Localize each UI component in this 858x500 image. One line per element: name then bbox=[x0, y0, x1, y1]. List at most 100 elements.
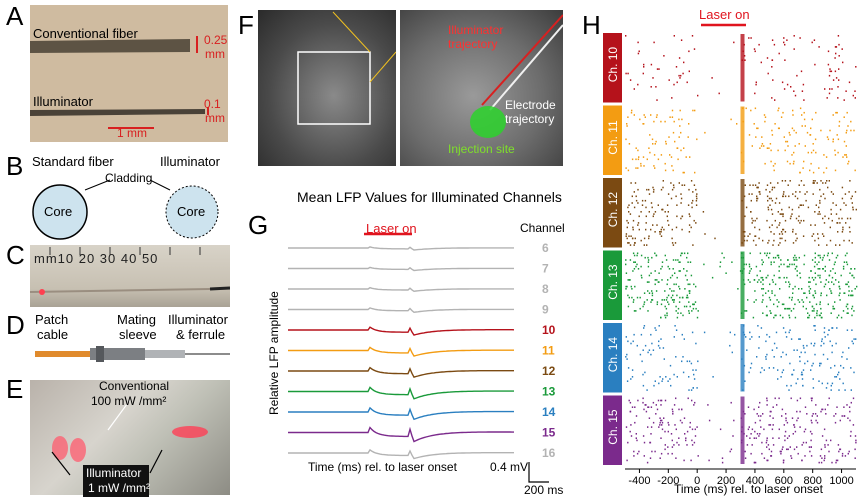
raster-channel-label: Ch. 12 bbox=[606, 192, 620, 228]
panel-letter-h: H bbox=[582, 10, 601, 40]
lfp-traces-chart: 6 7 8 9 10 11 12 13 14 15 16 bbox=[288, 232, 556, 483]
raster-channel-label: Ch. 11 bbox=[606, 120, 620, 155]
lfp-scale-voltage: 0.4 mV bbox=[490, 460, 529, 474]
ruler-photo bbox=[29, 245, 231, 307]
injection-site-blob bbox=[470, 106, 506, 138]
panel-letter-c: C bbox=[6, 240, 25, 270]
fiber-illustration bbox=[30, 5, 228, 142]
core-right-label: Core bbox=[177, 204, 206, 219]
raster-channel-label: Ch. 13 bbox=[606, 264, 620, 300]
illuminator-cross-label: Illuminator bbox=[160, 154, 220, 169]
lfp-channel-label-14: 14 bbox=[542, 405, 556, 419]
red-light-dot bbox=[39, 289, 45, 295]
scale-label: 1 mm bbox=[117, 126, 147, 140]
illuminator-power-label-1: Illuminator bbox=[86, 466, 142, 480]
illuminator-trajectory-label-1: Illuminator bbox=[448, 23, 504, 37]
raster-spikes-14 bbox=[625, 324, 857, 392]
raster-channel-label: Ch. 15 bbox=[606, 409, 620, 445]
mri-zoom-image bbox=[400, 10, 564, 166]
raster-x-axis-label: Time (ms) rel. to laser onset bbox=[674, 482, 823, 496]
fiber-diameter-unit: mm bbox=[205, 47, 225, 61]
illuminator-label: Illuminator bbox=[33, 94, 93, 109]
lfp-trace-ch12 bbox=[288, 366, 514, 379]
mating-label-1: Mating bbox=[117, 312, 157, 327]
raster-x-tick-label: 200 bbox=[717, 475, 735, 487]
lfp-channel-label-9: 9 bbox=[542, 303, 549, 317]
cladding-arrow-left bbox=[84, 179, 111, 191]
patch-label-2: cable bbox=[37, 327, 69, 342]
lfp-trace-ch10 bbox=[288, 326, 515, 336]
raster-x-tick-label: 0 bbox=[694, 475, 700, 487]
mating-label-2: sleeve bbox=[119, 327, 157, 342]
phantom-glow bbox=[51, 399, 208, 476]
lfp-trace-ch9 bbox=[288, 307, 514, 314]
illuminator-diameter-value: 0.1 bbox=[204, 97, 221, 111]
raster-spikes-11 bbox=[625, 106, 856, 174]
raster-laser-label: Laser on bbox=[699, 7, 750, 22]
illuminator-power-box bbox=[83, 465, 149, 497]
illuminator-trajectory-line bbox=[481, 14, 564, 106]
lfp-channel-label-12: 12 bbox=[542, 364, 556, 378]
conventional-power-label-1: Conventional bbox=[99, 379, 170, 393]
panel-letter-f: F bbox=[238, 10, 254, 40]
raster-x-tick-label: 400 bbox=[746, 475, 764, 487]
fiber-diameter-value: 0.25 bbox=[204, 33, 228, 47]
raster-spikes-13 bbox=[625, 251, 858, 319]
lfp-laser-label: Laser on bbox=[366, 221, 417, 236]
conventional-power-label-2: 100 mW /mm² bbox=[91, 394, 167, 408]
mri-overview-image bbox=[258, 10, 397, 166]
lfp-channel-label-16: 16 bbox=[542, 446, 556, 460]
lfp-trace-ch13 bbox=[288, 386, 514, 400]
standard-fiber-circle bbox=[32, 184, 88, 240]
standard-fiber-label: Standard fiber bbox=[32, 154, 114, 169]
raster-channel-label: Ch. 14 bbox=[606, 337, 620, 373]
ruler-graphic bbox=[29, 247, 231, 295]
conventional-fiber-label: Conventional fiber bbox=[33, 26, 138, 41]
zoom-box bbox=[297, 51, 371, 125]
raster-channel-tab bbox=[603, 323, 622, 393]
lfp-channel-label-6: 6 bbox=[542, 241, 549, 255]
illuminator-diameter-unit: mm bbox=[205, 111, 225, 125]
raster-chart: Ch. 10 Ch. 11 Ch. 12 Ch. 13 Ch. 14 Ch. 15 -40… bbox=[603, 23, 858, 487]
raster-spikes-15 bbox=[625, 396, 857, 464]
panel-letter-d: D bbox=[6, 310, 25, 340]
raster-x-tick-label: 1000 bbox=[829, 475, 853, 487]
raster-x-tick-label: 800 bbox=[804, 475, 822, 487]
lfp-trace-ch14 bbox=[288, 406, 514, 421]
lfp-trace-ch6 bbox=[288, 246, 514, 251]
connector-diagram bbox=[35, 346, 230, 362]
raster-channel-tab bbox=[603, 33, 622, 103]
ruler-text: mm10 20 30 40 50 bbox=[34, 251, 159, 266]
illuminator-circle bbox=[165, 185, 219, 239]
raster-channel-label: Ch. 10 bbox=[606, 47, 620, 83]
lfp-channel-label-10: 10 bbox=[542, 323, 556, 337]
illum-ferrule-label-2: & ferrule bbox=[176, 327, 226, 342]
mri-zoom-overlay bbox=[470, 14, 564, 138]
core-left-label: Core bbox=[44, 204, 73, 219]
lfp-trace-ch15 bbox=[288, 426, 514, 443]
lfp-channel-label-11: 11 bbox=[542, 344, 555, 358]
lfp-scale-bar bbox=[528, 462, 549, 483]
lfp-channel-label-8: 8 bbox=[542, 282, 549, 296]
electrode-trajectory-label-2: trajectory bbox=[505, 112, 555, 126]
channel-header: Channel bbox=[520, 221, 565, 235]
raster-x-tick-label: 600 bbox=[775, 475, 793, 487]
electrode-trajectory-line bbox=[489, 24, 564, 111]
injection-site-label: Injection site bbox=[448, 142, 515, 156]
brain-phantom-photo bbox=[30, 380, 230, 495]
panel-letter-b: B bbox=[6, 151, 24, 181]
illum-ferrule-label-1: Illuminator bbox=[168, 312, 228, 327]
panel-letter-g: G bbox=[248, 210, 269, 240]
lfp-channel-label-15: 15 bbox=[542, 426, 556, 440]
lfp-trace-ch16 bbox=[288, 448, 514, 460]
mri-overview-overlay bbox=[297, 11, 397, 125]
lfp-channel-label-7: 7 bbox=[542, 262, 549, 276]
electrode-trajectory-label-1: Electrode bbox=[505, 98, 556, 112]
raster-spikes-10 bbox=[625, 34, 857, 102]
lfp-chart-title: Mean LFP Values for Illuminated Channels bbox=[297, 189, 562, 205]
raster-spikes-12 bbox=[625, 179, 857, 247]
lfp-x-axis-label: Time (ms) rel. to laser onset bbox=[308, 460, 457, 474]
lfp-trace-ch7 bbox=[288, 266, 514, 272]
raster-channel-tab bbox=[603, 395, 622, 465]
raster-channel-tab bbox=[603, 105, 622, 175]
